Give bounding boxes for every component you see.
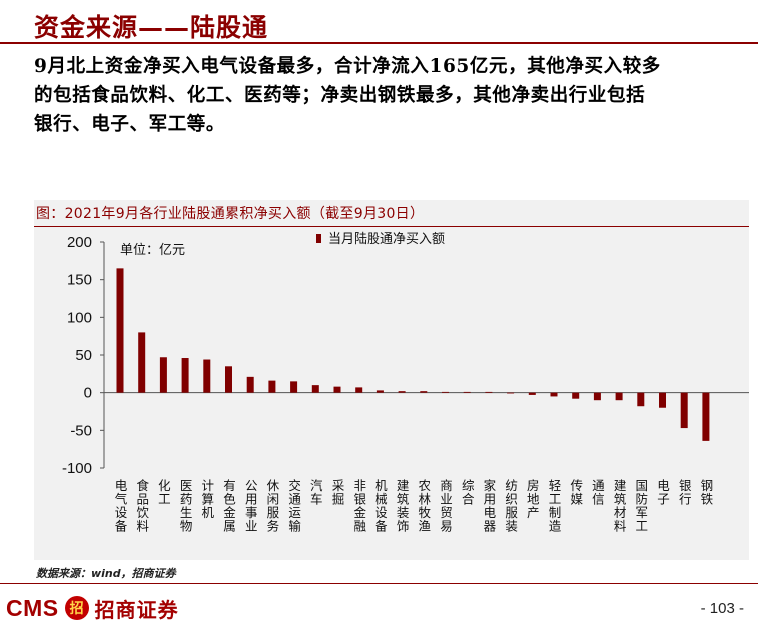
category-label: 医药生物 [178, 479, 193, 533]
bar [376, 390, 384, 393]
logo-company-name: 招商证券 [94, 597, 179, 622]
category-label: 食品饮料 [134, 478, 149, 533]
bar [528, 392, 536, 395]
figure-title: 图：2021年9月各行业陆股通累积净买入额（截至9月30日） [36, 206, 425, 222]
y-tick-label: -50 [70, 422, 92, 439]
bar [203, 359, 211, 393]
bar [311, 385, 319, 393]
bar [615, 392, 623, 401]
bar [680, 392, 688, 429]
bar [420, 391, 428, 393]
bar [355, 387, 363, 393]
category-label: 轻工制造 [547, 479, 562, 533]
bar [702, 392, 710, 441]
category-label: 计算机 [199, 479, 214, 520]
y-tick-label: -100 [62, 460, 92, 477]
data-source: 数据来源：wind，招商证券 [36, 567, 176, 580]
bar [659, 392, 666, 408]
category-label: 电气设备 [113, 479, 128, 533]
unit-label: 单位：亿元 [120, 243, 185, 258]
category-label: 农林牧渔 [416, 479, 431, 533]
bar [333, 386, 341, 393]
category-label: 采掘 [330, 479, 345, 506]
figure-panel [34, 200, 749, 560]
legend-label: 当月陆股通净买入额 [328, 231, 445, 247]
title-divider [0, 42, 758, 44]
legend-swatch [316, 234, 321, 243]
category-label: 建筑材料 [612, 479, 627, 533]
bar [290, 381, 298, 393]
bar [159, 357, 167, 393]
page-number: - 103 - [700, 600, 744, 617]
category-label: 家用电器 [481, 478, 496, 533]
category-label: 化工 [156, 479, 171, 506]
bar [116, 268, 124, 393]
bar [268, 380, 276, 393]
summary-paragraph: 9月北上资金净买入电气设备最多，合计净流入165亿元，其他净买入较多 的包括食品… [34, 56, 661, 135]
category-label: 综合 [460, 479, 475, 506]
category-label: 纺织服装 [503, 479, 518, 533]
footer-divider [0, 583, 758, 584]
figure-divider [34, 226, 749, 227]
bar [593, 392, 601, 401]
page-title: 资金来源——陆股通 [34, 13, 269, 42]
bar [225, 366, 232, 393]
logo-emblem-icon: 招 [64, 596, 89, 620]
category-label: 电子 [655, 479, 670, 506]
category-label: 机械设备 [373, 479, 388, 533]
y-tick-label: 100 [67, 309, 92, 326]
category-label: 公用事业 [243, 479, 258, 533]
bar [485, 391, 493, 393]
category-label: 汽车 [308, 478, 323, 506]
category-label: 交通运输 [286, 478, 301, 533]
bar [181, 358, 189, 393]
bar [138, 332, 146, 393]
category-label: 建筑装饰 [395, 479, 410, 533]
category-label: 有色金属 [221, 479, 236, 533]
category-label: 国防军工 [633, 479, 648, 533]
y-tick-label: 50 [75, 347, 92, 364]
category-label: 传媒 [568, 478, 583, 506]
category-label: 通信 [590, 479, 605, 506]
y-tick-label: 150 [67, 272, 92, 289]
y-tick-label: 0 [84, 385, 92, 402]
bar [507, 392, 515, 394]
y-tick-label: 200 [67, 234, 92, 251]
bar [398, 391, 406, 393]
category-label: 银行 [677, 479, 692, 506]
category-label: 非银金融 [351, 479, 366, 533]
logo-cms-text: CMS [6, 594, 59, 621]
bar [572, 392, 580, 399]
category-label: 房地产 [525, 478, 540, 520]
category-label: 钢铁 [698, 479, 713, 506]
company-logo: CMS 招 招商证券 [6, 594, 179, 622]
category-label: 商业贸易 [438, 478, 453, 533]
bar [637, 392, 645, 407]
bar [246, 376, 254, 393]
bar [550, 392, 558, 397]
category-label: 休闲服务 [264, 479, 279, 533]
bar [442, 391, 449, 393]
bar [463, 391, 471, 393]
